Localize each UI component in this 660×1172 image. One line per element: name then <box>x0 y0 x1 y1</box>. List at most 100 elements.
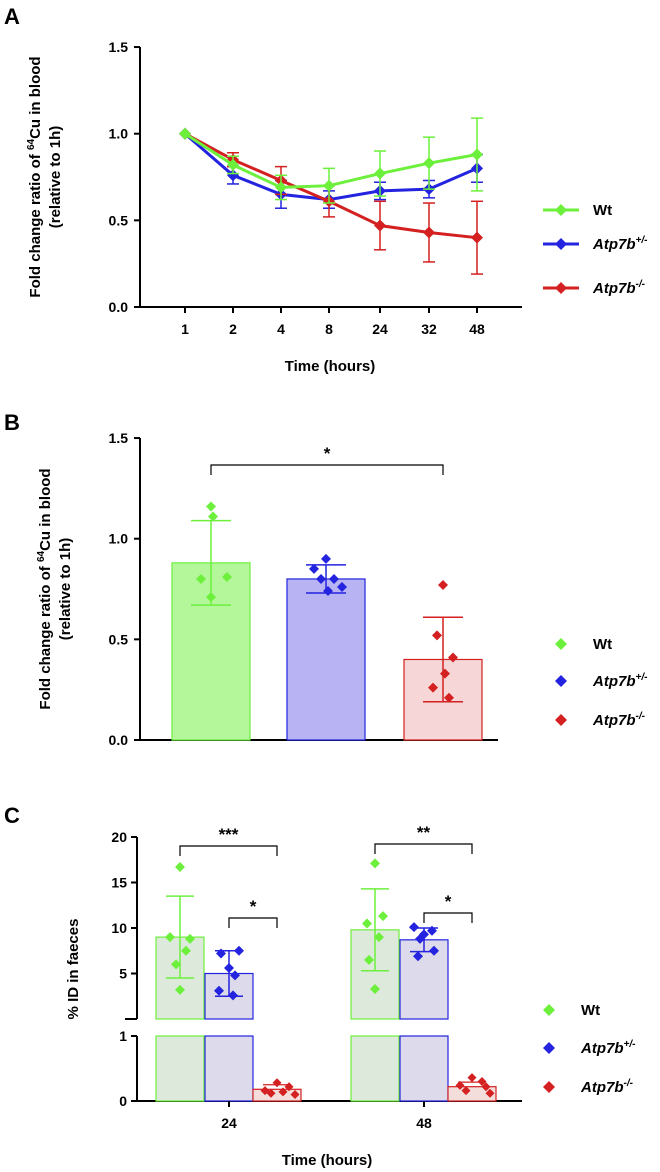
panel-a-legend-marker-wt <box>555 204 567 216</box>
panel-a-xtick-label: 24 <box>372 321 388 337</box>
panel-c-point-het <box>415 933 425 944</box>
panel-c-point-het <box>234 945 244 956</box>
panel-a-point-wt <box>275 181 287 194</box>
panel-c-point-ko <box>481 1082 491 1092</box>
panel-label-a: A <box>4 4 20 29</box>
panel-c-point-wt <box>364 954 374 965</box>
panel-b-bar-group-ko <box>403 579 483 741</box>
panel-c-point-wt <box>171 959 181 970</box>
panel-b-bar-group-het <box>286 553 366 741</box>
panel-b-y-label-line2: (relative to 1h) <box>57 538 74 641</box>
panel-a-point-wt <box>323 179 335 192</box>
panel-a-xtick-label: 4 <box>277 321 285 337</box>
panel-c-ytick-label: 1 <box>119 1028 127 1044</box>
panel-a-x-label: Time (hours) <box>285 358 376 375</box>
panel-b-legend-label-wt: Wt <box>593 636 612 653</box>
panel-c-legend-marker-wt <box>543 1004 555 1016</box>
panel-a-legend-label-het-sup: +/- <box>636 235 649 246</box>
panel-c-point-het <box>216 948 226 959</box>
panel-b-point-wt <box>208 511 218 522</box>
panel-a-legend-label-ko-gene: Atp7b <box>592 280 636 297</box>
panel-c-xtick-label: 24 <box>221 1115 237 1131</box>
panel-b-point-het <box>323 586 333 597</box>
panel-b-legend-marker-ko <box>555 714 567 726</box>
panel-c-point-het <box>214 985 224 996</box>
panel-c-bar-group-het <box>204 945 254 1102</box>
panel-label-b: B <box>4 410 20 435</box>
panel-b-point-het <box>316 573 326 584</box>
panel-c-legend-marker-ko <box>543 1081 555 1093</box>
panel-b-point-ko <box>448 652 458 663</box>
panel-b-y-label-line1: Fold change ratio of 64Cu in blood <box>36 468 54 709</box>
panel-b-point-ko <box>438 579 448 590</box>
panel-c-x-label: Time (hours) <box>282 1152 373 1169</box>
panel-c-legend-label-wt: Wt <box>581 1002 600 1019</box>
panel-c-bar-ko <box>252 1088 302 1102</box>
panel-c-bar-group-ko <box>252 1078 302 1102</box>
panel-a-point-het <box>227 169 239 182</box>
panel-c-point-het <box>228 990 238 1001</box>
panel-c-point-ko <box>461 1086 471 1096</box>
panel-c-ytick-label: 0 <box>119 1093 127 1109</box>
panel-b-ytick-label: 1.5 <box>109 430 129 446</box>
panel-label-c: C <box>4 803 20 828</box>
panel-a-point-ko <box>471 231 483 244</box>
panel-c-bar-lower-wt <box>350 1035 400 1102</box>
panel-b-significance-label: * <box>324 444 331 463</box>
panel-b-point-ko <box>428 682 438 693</box>
panel-b-legend-marker-wt <box>555 638 567 650</box>
panel-c-point-wt <box>185 933 195 944</box>
panel-b-legend-label-ko: Atp7b-/- <box>592 711 646 729</box>
panel-c-point-het <box>230 970 240 981</box>
panel-c-significance-label: * <box>250 897 257 916</box>
panel-a: A 0.00.51.01.5 1 2 4 8 24 32 48 Fold change ra… <box>4 4 648 375</box>
panel-a-point-wt <box>227 158 239 171</box>
panel-c-y-label: % ID in faeces <box>65 919 82 1020</box>
panel-c-bar-lower-wt <box>155 1035 205 1102</box>
panel-b-point-het <box>337 582 347 593</box>
panel-b-ytick-label: 0.0 <box>109 732 129 748</box>
panel-c-legend-label-het-sup: +/- <box>624 1039 637 1050</box>
panel-b-ytick-label: 1.0 <box>109 531 129 547</box>
panel-a-legend-marker-ko <box>555 282 567 294</box>
panel-c-point-het <box>429 945 439 956</box>
panel-c-point-wt <box>181 945 191 956</box>
panel-c-point-ko <box>272 1078 282 1088</box>
panel-c-significance-label: ** <box>417 823 431 842</box>
panel-c-bar-group-het <box>399 922 449 1102</box>
panel-c-bar-group-ko <box>447 1073 497 1102</box>
panel-c-point-wt <box>374 932 384 943</box>
panel-a-legend-label-ko: Atp7b-/- <box>592 279 646 297</box>
panel-c-significance-bracket <box>228 917 278 928</box>
panel-a-xtick-label: 8 <box>325 321 333 337</box>
panel-c-legend-label-ko-gene: Atp7b <box>580 1079 624 1096</box>
panel-c-legend-marker-het <box>543 1042 555 1054</box>
panel-a-ytick-label: 0.5 <box>109 212 129 228</box>
panel-a-point-wt <box>179 127 191 140</box>
panel-a-point-ko <box>423 226 435 239</box>
panel-b-point-ko <box>444 692 454 703</box>
panel-c-point-ko <box>485 1088 495 1098</box>
panel-c-point-wt <box>370 983 380 994</box>
panel-a-legend-marker-het <box>555 238 567 250</box>
panel-c-xtick-label: 48 <box>416 1115 432 1131</box>
panel-a-legend-label-ko-sup: -/- <box>636 279 646 290</box>
panel-a-ytick-label: 1.5 <box>109 39 129 55</box>
panel-c-point-wt <box>370 858 380 869</box>
panel-a-ytick-label: 1.0 <box>109 126 129 142</box>
panel-b-legend-label-het-gene: Atp7b <box>592 673 636 690</box>
panel-a-xtick-label: 1 <box>181 321 189 337</box>
panel-b-point-ko <box>440 668 450 679</box>
panel-b-point-wt <box>206 501 216 512</box>
panel-b-point-het <box>309 563 319 574</box>
panel-a-xtick-label: 2 <box>229 321 237 337</box>
panel-c-bar-lower-het <box>399 1035 449 1102</box>
panel-b-legend-label-het: Atp7b+/- <box>592 672 648 690</box>
panel-b-legend-marker-het <box>555 675 567 687</box>
panel-a-point-wt <box>471 148 483 161</box>
panel-b-legend-label-het-sup: +/- <box>636 672 649 683</box>
panel-a-xtick-label: 32 <box>421 321 437 337</box>
panel-a-y-label-line1: Fold change ratio of 64Cu in blood <box>26 56 44 297</box>
